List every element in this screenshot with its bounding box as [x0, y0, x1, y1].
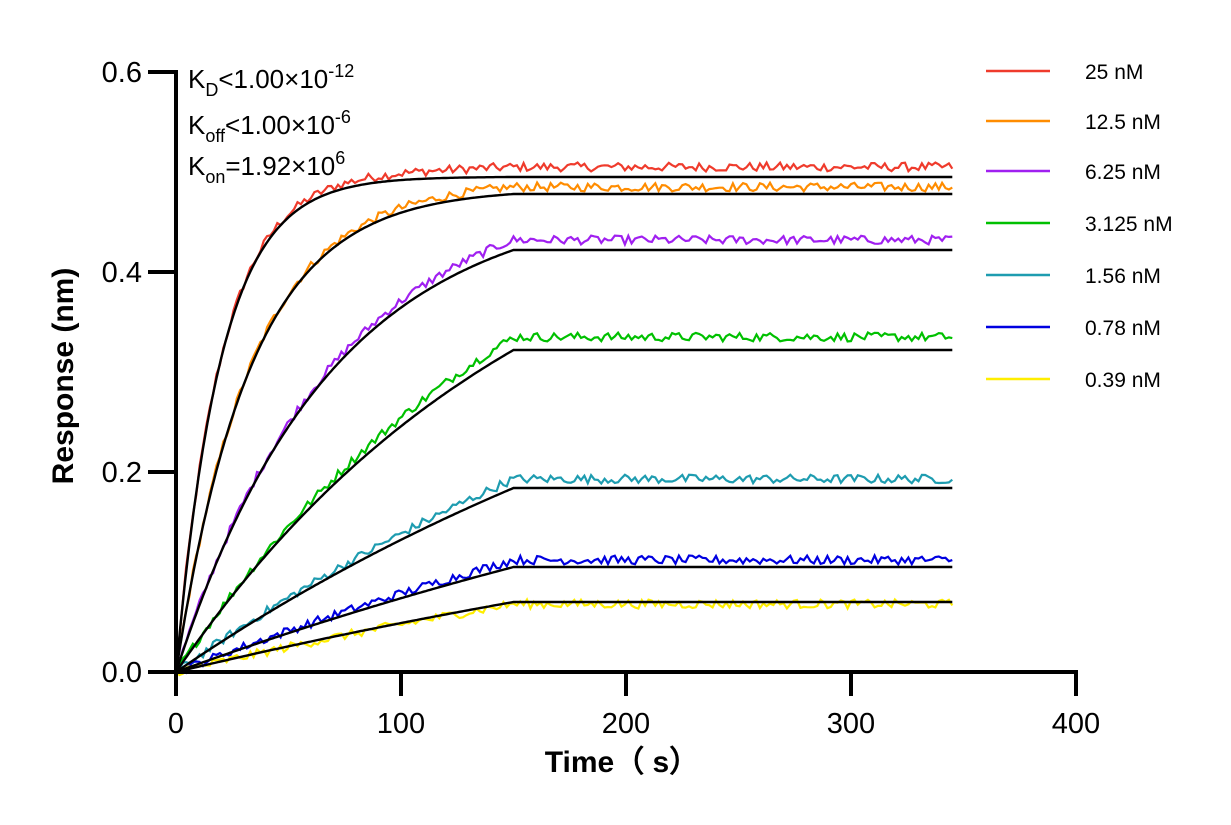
legend-item: 3.125 nM [986, 213, 1173, 236]
legend-label: 6.25 nM [1085, 161, 1161, 184]
response-series [174, 160, 954, 677]
y-tick-label: 0.4 [102, 257, 142, 289]
fit-curve [175, 486, 953, 674]
series-line [174, 160, 954, 671]
fit-curve [174, 192, 953, 673]
legend-label: 25 nM [1085, 61, 1143, 84]
y-tick-label: 0.6 [102, 57, 142, 89]
legend-label: 12.5 nM [1085, 111, 1161, 134]
fit-curves [174, 175, 953, 674]
legend-item: 0.39 nM [986, 369, 1161, 392]
legend-label: 1.56 nM [1085, 265, 1161, 288]
legend-item: 12.5 nM [986, 111, 1161, 134]
legend-item: 0.78 nM [986, 317, 1161, 340]
fit-curve [174, 175, 953, 673]
series-line [174, 180, 953, 670]
y-axis: 0.6 0.4 0.2 0.0 [102, 57, 178, 689]
series-line [175, 472, 953, 672]
legend-label: 3.125 nM [1085, 213, 1173, 236]
legend-label: 0.39 nM [1085, 369, 1161, 392]
fit-curve [175, 600, 953, 674]
series-line [175, 597, 954, 677]
fit-curve [175, 565, 953, 674]
legend-label: 0.78 nM [1085, 317, 1161, 340]
series-line [175, 330, 953, 671]
legend-item: 25 nM [986, 61, 1143, 84]
y-axis-title: Response (nm) [47, 268, 80, 485]
series-line [174, 233, 953, 675]
legend-item: 1.56 nM [986, 265, 1161, 288]
fit-curve [174, 248, 953, 673]
legend: 25 nM 12.5 nM 6.25 nM 3.125 nM 1.56 nM 0… [986, 61, 1173, 392]
kinetic-constants: KD<1.00×10-12 Koff<1.00×10-6 Kon=1.92×10… [188, 61, 354, 187]
x-axis-title: Time（ s） [545, 745, 700, 779]
x-axis: 0 100 200 300 400 [168, 670, 1100, 740]
y-tick-label: 0.2 [102, 457, 142, 489]
x-tick-label: 400 [1052, 708, 1100, 740]
koff-annotation: Koff<1.00×10-6 [188, 107, 351, 146]
series-line [175, 552, 953, 677]
x-tick-label: 100 [377, 708, 425, 740]
legend-item: 6.25 nM [986, 161, 1161, 184]
kon-annotation: Kon=1.92×106 [188, 148, 345, 187]
x-tick-label: 200 [602, 708, 650, 740]
kd-annotation: KD<1.00×10-12 [188, 61, 354, 100]
fit-curve [175, 348, 953, 673]
x-tick-label: 300 [827, 708, 875, 740]
x-tick-label: 0 [168, 708, 184, 740]
y-tick-label: 0.0 [102, 657, 142, 689]
